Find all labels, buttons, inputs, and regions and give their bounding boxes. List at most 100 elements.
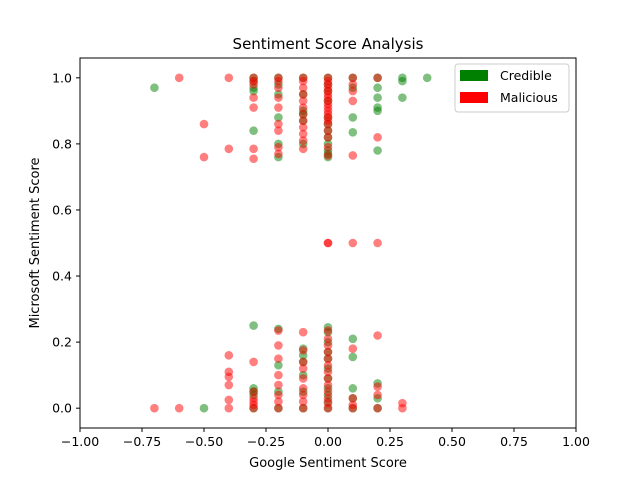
point-credible xyxy=(199,403,209,413)
point-malicious xyxy=(323,403,333,413)
point-malicious xyxy=(348,80,358,89)
point-malicious xyxy=(174,73,184,83)
point-malicious xyxy=(298,357,308,367)
point-malicious xyxy=(348,86,358,96)
point-malicious xyxy=(373,403,382,413)
point-malicious xyxy=(274,380,283,390)
point-malicious xyxy=(274,83,283,93)
point-malicious xyxy=(249,357,258,367)
point-malicious xyxy=(224,372,234,382)
point-malicious xyxy=(249,403,258,413)
point-malicious xyxy=(298,123,308,132)
point-credible xyxy=(348,128,358,137)
point-malicious xyxy=(298,384,308,393)
point-credible xyxy=(398,93,407,102)
point-credible xyxy=(373,83,382,93)
point-malicious xyxy=(323,126,333,135)
point-credible xyxy=(348,334,358,344)
point-malicious xyxy=(274,119,283,129)
point-malicious xyxy=(298,76,308,86)
point-malicious xyxy=(298,136,308,145)
legend-label-malicious: Malicious xyxy=(500,90,558,105)
point-malicious xyxy=(224,395,234,405)
point-malicious xyxy=(199,152,209,162)
point-malicious xyxy=(298,346,308,355)
y-axis-title: Microsoft Sentiment Score xyxy=(28,157,43,328)
point-malicious xyxy=(348,344,358,354)
point-malicious xyxy=(298,390,308,400)
x-axis-title: Google Sentiment Score xyxy=(249,456,407,471)
y-tick-label: 0.6 xyxy=(52,202,72,217)
point-malicious xyxy=(298,96,308,106)
point-credible xyxy=(398,76,407,86)
x-tick-label: −0.25 xyxy=(247,434,285,449)
point-malicious xyxy=(224,403,234,413)
point-malicious xyxy=(249,93,258,102)
point-malicious xyxy=(373,132,382,142)
point-malicious xyxy=(274,103,283,112)
point-malicious xyxy=(323,374,333,383)
legend-swatch-malicious xyxy=(460,92,488,103)
point-credible xyxy=(274,113,283,122)
point-malicious xyxy=(298,327,308,337)
point-malicious xyxy=(274,403,283,413)
x-tick-label: −0.75 xyxy=(123,434,161,449)
y-tick-label: 1.0 xyxy=(52,70,72,85)
y-tick-label: 0.4 xyxy=(52,269,72,284)
point-malicious xyxy=(323,132,333,142)
point-malicious xyxy=(274,370,283,380)
point-malicious xyxy=(224,73,234,83)
point-malicious xyxy=(298,129,308,139)
point-malicious xyxy=(274,326,283,335)
point-malicious xyxy=(323,367,333,377)
point-malicious xyxy=(274,397,283,406)
point-malicious xyxy=(298,397,308,406)
legend-swatch-credible xyxy=(460,70,488,81)
point-malicious xyxy=(298,116,308,126)
point-credible xyxy=(249,126,258,135)
y-tick-label: 0.2 xyxy=(52,335,72,350)
point-malicious xyxy=(323,387,333,396)
point-malicious xyxy=(249,80,258,89)
point-malicious xyxy=(398,403,407,413)
legend-label-credible: Credible xyxy=(500,68,552,83)
point-credible xyxy=(422,73,432,83)
y-tick-label: 0.0 xyxy=(52,401,72,416)
point-credible xyxy=(348,384,358,393)
point-malicious xyxy=(323,238,333,248)
x-tick-label: 0.25 xyxy=(376,434,404,449)
point-credible xyxy=(373,106,382,116)
point-malicious xyxy=(348,96,358,106)
point-malicious xyxy=(298,90,308,99)
legend: Credible Malicious xyxy=(454,63,570,113)
point-malicious xyxy=(150,403,159,413)
point-credible xyxy=(373,93,382,102)
point-malicious xyxy=(274,149,283,159)
point-malicious xyxy=(298,103,308,112)
x-tick-label: 0.50 xyxy=(438,434,466,449)
point-malicious xyxy=(323,142,333,152)
point-malicious xyxy=(298,144,308,154)
x-tick-label: −1.00 xyxy=(61,434,99,449)
point-malicious xyxy=(199,119,209,129)
point-malicious xyxy=(373,390,382,400)
point-malicious xyxy=(348,73,358,83)
x-tick-label: 1.00 xyxy=(562,434,590,449)
point-malicious xyxy=(249,154,258,164)
point-malicious xyxy=(373,331,382,340)
y-tick-label: 0.8 xyxy=(52,136,72,151)
x-tick-label: 0.00 xyxy=(314,434,342,449)
point-malicious xyxy=(323,347,333,357)
point-malicious xyxy=(224,351,234,360)
point-malicious xyxy=(224,380,234,390)
point-malicious xyxy=(323,151,333,160)
point-credible xyxy=(373,146,382,155)
point-malicious xyxy=(373,238,382,248)
point-credible xyxy=(150,83,159,93)
point-credible xyxy=(348,113,358,122)
point-malicious xyxy=(373,73,382,83)
point-malicious xyxy=(298,109,308,119)
x-tick-label: 0.75 xyxy=(500,434,528,449)
point-credible xyxy=(348,352,358,362)
point-malicious xyxy=(249,387,258,396)
